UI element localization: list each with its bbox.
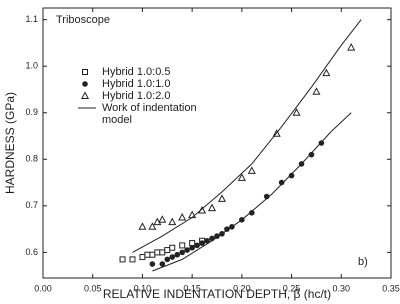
legend-label: Hybrid 1.0:1.0 [102,78,171,90]
y-tick-label: 0.8 [25,154,38,164]
point [178,212,187,221]
legend: Hybrid 1.0:0.5 Hybrid 1.0:1.0 Hybrid 1.0:2… [78,66,222,126]
y-axis-label: HARDNESS (GPa) [3,92,17,194]
point [138,222,147,230]
point [169,244,176,251]
x-tick-label: 0.05 [84,283,102,293]
point [149,251,156,258]
point [82,69,88,75]
y-tick-label: 1.1 [25,14,38,24]
annotation: b) [358,256,368,268]
point [188,210,197,219]
point [199,240,205,246]
point [159,261,166,267]
y-tick-label: 0.7 [25,200,38,210]
point [174,251,181,258]
legend-label: Hybrid 1.0:0.5 [102,66,171,78]
y-tick-label: 0.9 [25,107,38,117]
point [148,222,157,230]
point [164,256,171,263]
point [322,68,331,77]
point [249,210,255,216]
legend-item: Work of indentation model [78,102,222,126]
point [189,244,195,251]
x-tick-label: 0.35 [382,283,400,293]
point [207,203,217,212]
legend-swatch [78,107,96,109]
x-tick-label: 0.15 [183,283,201,293]
point [179,242,186,249]
point [312,87,321,95]
point [278,179,285,186]
legend-swatch [80,91,90,99]
plot-frame [42,7,392,279]
point [154,249,161,256]
x-tick-label: 0.10 [134,283,152,293]
legend-label: Hybrid 1.0:2.0 [102,90,171,102]
point [204,237,210,244]
point [119,256,126,263]
point [82,81,88,87]
point [292,108,301,116]
legend-item: Hybrid 1.0:1.0 [78,78,222,90]
point [194,242,200,249]
point [159,249,166,256]
legend-label: Work of indentation model [102,102,197,126]
y-tick-label: 1.0 [25,61,38,71]
annotation: Triboscope [56,14,110,26]
x-tick-label: 0.25 [283,283,301,293]
point [247,166,256,174]
point [179,249,185,256]
point [288,172,295,179]
point [224,226,230,232]
y-tick-label: 0.6 [25,247,38,257]
point [80,91,90,99]
point [308,151,315,158]
point [347,43,356,51]
point [129,256,136,263]
point [169,254,176,260]
legend-swatch [82,81,88,87]
point [168,217,177,226]
point [164,247,171,254]
x-tick-label: 0.20 [233,283,251,293]
point [184,247,190,253]
point [149,261,156,267]
point [198,205,207,214]
point [214,233,220,239]
x-tick-label: 0.30 [333,283,351,293]
point [139,254,146,261]
x-axis-label: RELATIVE INDENTATION DEPTH, β (hc/t) [103,287,331,301]
model-line [132,19,362,272]
x-tick-label: 0.00 [34,283,52,293]
legend-item: Hybrid 1.0:0.5 [78,66,222,78]
point [158,215,167,223]
legend-swatch [82,69,88,75]
point [217,194,227,202]
point [237,173,246,181]
point [144,251,151,258]
legend-item: Hybrid 1.0:2.0 [78,90,222,102]
point [189,240,196,247]
